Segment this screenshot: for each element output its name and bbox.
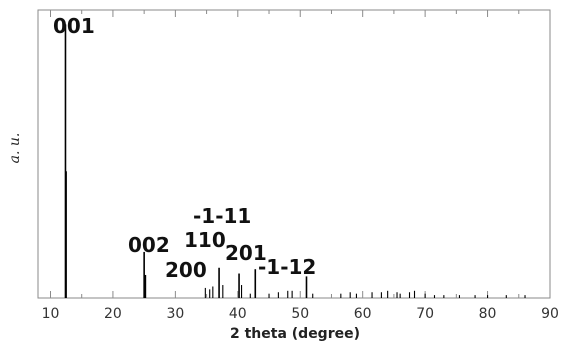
x-tick-label: 50 [291,306,309,322]
peak-label: -1-11 [193,204,251,228]
x-tick-label: 80 [479,306,497,322]
x-tick-label: 90 [541,306,559,322]
x-tick-label: 60 [354,306,372,322]
peak-label: 001 [53,14,95,38]
plot-frame [37,9,551,299]
x-axis-label: 2 theta (degree) [230,326,360,342]
x-tick-label: 20 [104,306,122,322]
peaks [64,24,526,298]
peak-label: 110 [184,228,226,252]
peak-label: 002 [128,233,170,257]
x-tick-label: 70 [416,306,434,322]
y-axis-label: a. u. [7,133,23,164]
x-tick-label: 10 [42,306,60,322]
top-ticks [49,10,551,17]
peak-label: -1-12 [258,255,316,279]
x-tick-label: 30 [166,306,184,322]
peak-label: 200 [165,258,207,282]
x-tick-labels: 10 20 30 40 50 60 70 80 90 [42,306,559,322]
peak-label: 201 [225,241,267,265]
x-tick-label: 40 [229,306,247,322]
